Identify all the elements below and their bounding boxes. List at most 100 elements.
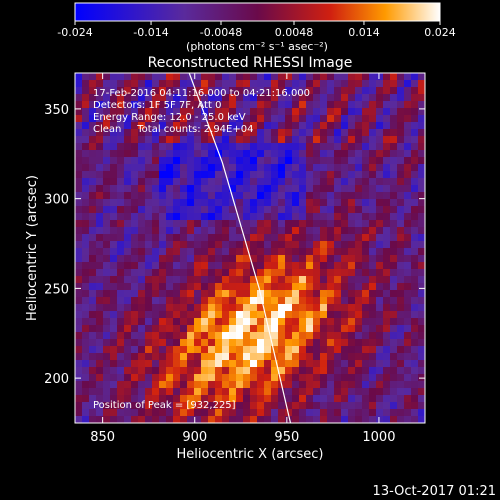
heatmap-cell [103, 150, 111, 158]
heatmap-cell [117, 108, 125, 116]
heatmap-cell [306, 388, 314, 396]
heatmap-cell [138, 381, 146, 389]
heatmap-cell [418, 157, 425, 165]
heatmap-cell [110, 220, 118, 228]
heatmap-cell [110, 80, 118, 88]
heatmap-cell [383, 87, 391, 95]
heatmap-cell [341, 388, 349, 396]
heatmap-cell [271, 290, 279, 298]
heatmap-cell [187, 311, 195, 319]
heatmap-cell [124, 416, 132, 423]
heatmap-cell [250, 220, 258, 228]
heatmap-cell [124, 122, 132, 130]
heatmap-cell [397, 94, 405, 102]
heatmap-cell [236, 206, 244, 214]
heatmap-cell [257, 276, 265, 284]
heatmap-cell [397, 157, 405, 165]
heatmap-cell [397, 143, 405, 151]
heatmap-cell [243, 276, 251, 284]
heatmap-cell [75, 143, 83, 151]
heatmap-cell [166, 129, 174, 137]
heatmap-cell [229, 360, 237, 368]
heatmap-cell [194, 374, 202, 382]
heatmap-cell [292, 318, 300, 326]
heatmap-cell [383, 332, 391, 340]
heatmap-cell [383, 164, 391, 172]
heatmap-cell [229, 255, 237, 263]
heatmap-cell [257, 318, 265, 326]
heatmap-cell [313, 192, 321, 200]
heatmap-cell [250, 143, 258, 151]
heatmap-cell [292, 325, 300, 333]
heatmap-cell [334, 108, 342, 116]
heatmap-cell [264, 129, 272, 137]
heatmap-cell [159, 73, 167, 81]
heatmap-cell [271, 157, 279, 165]
heatmap-cell [383, 227, 391, 235]
heatmap-cell [376, 199, 384, 207]
heatmap-cell [341, 87, 349, 95]
heatmap-cell [355, 73, 363, 81]
heatmap-cell [348, 206, 356, 214]
heatmap-cell [390, 94, 398, 102]
heatmap-cell [180, 115, 188, 123]
heatmap-cell [299, 143, 307, 151]
heatmap-cell [327, 283, 335, 291]
heatmap-cell [201, 304, 209, 312]
heatmap-cell [271, 171, 279, 179]
heatmap-cell [257, 367, 265, 375]
heatmap-cell [152, 80, 160, 88]
heatmap-cell [124, 234, 132, 242]
heatmap-cell [299, 395, 307, 403]
heatmap-cell [138, 283, 146, 291]
heatmap-cell [285, 402, 293, 410]
heatmap-cell [145, 374, 153, 382]
heatmap-cell [404, 234, 412, 242]
heatmap-cell [313, 234, 321, 242]
heatmap-cell [362, 171, 370, 179]
heatmap-cell [292, 339, 300, 347]
heatmap-cell [271, 346, 279, 354]
heatmap-cell [390, 213, 398, 221]
heatmap-cell [292, 304, 300, 312]
heatmap-cell [173, 346, 181, 354]
heatmap-cell [131, 360, 139, 368]
heatmap-cell [208, 192, 216, 200]
heatmap-cell [103, 332, 111, 340]
heatmap-cell [418, 150, 425, 158]
heatmap-cell [82, 332, 90, 340]
heatmap-cell [110, 353, 118, 361]
heatmap-cell [96, 143, 104, 151]
heatmap-cell [173, 304, 181, 312]
heatmap-cell [278, 290, 286, 298]
heatmap-cell [285, 227, 293, 235]
heatmap-cell [271, 227, 279, 235]
heatmap-cell [278, 283, 286, 291]
heatmap-cell [82, 206, 90, 214]
heatmap-cell [166, 262, 174, 270]
heatmap-cell [110, 192, 118, 200]
heatmap-cell [306, 143, 314, 151]
heatmap-cell [306, 255, 314, 263]
heatmap-cell [376, 402, 384, 410]
heatmap-cell [222, 367, 230, 375]
heatmap-cell [96, 94, 104, 102]
heatmap-cell [173, 206, 181, 214]
heatmap-cell [208, 311, 216, 319]
heatmap-cell [278, 73, 286, 81]
heatmap-cell [327, 220, 335, 228]
heatmap-cell [152, 199, 160, 207]
heatmap-cell [152, 241, 160, 249]
heatmap-cell [215, 311, 223, 319]
heatmap-cell [320, 171, 328, 179]
heatmap-cell [131, 290, 139, 298]
heatmap-cell [404, 311, 412, 319]
heatmap-cell [285, 332, 293, 340]
heatmap-cell [397, 269, 405, 277]
heatmap-cell [201, 318, 209, 326]
heatmap-cell [257, 178, 265, 186]
heatmap-cell [89, 164, 97, 172]
heatmap-cell [362, 87, 370, 95]
heatmap-cell [299, 192, 307, 200]
heatmap-cell [173, 388, 181, 396]
